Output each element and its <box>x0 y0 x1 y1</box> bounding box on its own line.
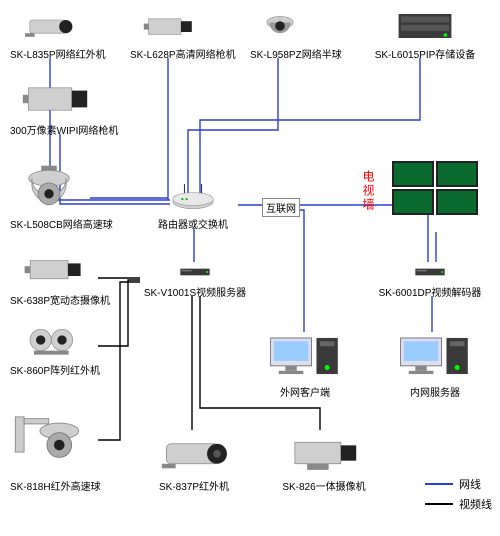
device-pc_ext: 外网客户端 <box>264 330 346 399</box>
device-pc_int: 内网服务器 <box>394 330 476 399</box>
device-label: SK-V1001S视频服务器 <box>140 284 250 299</box>
annotation-internet_tag: 互联网 <box>262 198 300 217</box>
device-cam_l508cb: SK-L508CB网络高速球 <box>10 158 88 231</box>
device-router: 路由器或交换机 <box>148 182 238 231</box>
device-cam_818h: SK-818H红外高速球 <box>10 400 98 493</box>
device-label: 外网客户端 <box>264 384 346 399</box>
device-cam_l835p: SK-L835P网络红外机 <box>10 8 88 61</box>
device-dec_6001dp: SK-6001DP视频解码器 <box>370 262 490 299</box>
device-label: SK-L958PZ网络半球 <box>250 46 310 61</box>
device-label: 300万像素WIPI网络枪机 <box>10 122 100 137</box>
device-srv_v1001s: SK-V1001S视频服务器 <box>140 262 250 299</box>
legend-label: 网线 <box>459 476 481 492</box>
device-label: SK-818H红外高速球 <box>10 478 98 493</box>
device-label: 路由器或交换机 <box>148 216 238 231</box>
device-label: SK-860P阵列红外机 <box>10 362 98 377</box>
device-cam_wifi300: 300万像素WIPI网络枪机 <box>10 78 100 137</box>
device-label: SK-638P宽动态摄像机 <box>10 292 98 307</box>
legend-swatch <box>425 503 453 505</box>
device-label: SK-L6015PIP存储设备 <box>370 46 480 61</box>
legend: 网线视频线 <box>425 476 492 516</box>
device-cam_l958pz: SK-L958PZ网络半球 <box>250 8 310 61</box>
device-label: SK-826一体摄像机 <box>280 478 368 493</box>
legend-label: 视频线 <box>459 496 492 512</box>
device-label: SK-L508CB网络高速球 <box>10 216 88 231</box>
annotation-tv_wall_label: 电视墙 <box>360 170 377 212</box>
edge-cam_860p-srv_v1001s <box>98 280 140 346</box>
edge-cam_l958pz-router <box>188 58 278 200</box>
device-label: SK-L835P网络红外机 <box>10 46 88 61</box>
device-label: SK-L628P高清网络枪机 <box>130 46 208 61</box>
device-cam_860p: SK-860P阵列红外机 <box>10 320 98 377</box>
device-cam_826: SK-826一体摄像机 <box>280 430 368 493</box>
device-label: SK-837P红外机 <box>150 478 238 493</box>
device-cam_638p: SK-638P宽动态摄像机 <box>10 248 98 307</box>
legend-item: 视频线 <box>425 496 492 512</box>
device-tv_wall <box>380 158 490 218</box>
device-label: 内网服务器 <box>394 384 476 399</box>
device-nvr_l6015: SK-L6015PIP存储设备 <box>370 8 480 61</box>
legend-item: 网线 <box>425 476 492 492</box>
topology-canvas: SK-L835P网络红外机 SK-L628P高清网络枪机 SK-L958PZ网络半球… <box>0 0 500 536</box>
edge-internet-pc_ext <box>300 210 304 332</box>
legend-swatch <box>425 483 453 485</box>
device-label: SK-6001DP视频解码器 <box>370 284 490 299</box>
device-cam_l628p: SK-L628P高清网络枪机 <box>130 8 208 61</box>
device-cam_837p: SK-837P红外机 <box>150 430 238 493</box>
